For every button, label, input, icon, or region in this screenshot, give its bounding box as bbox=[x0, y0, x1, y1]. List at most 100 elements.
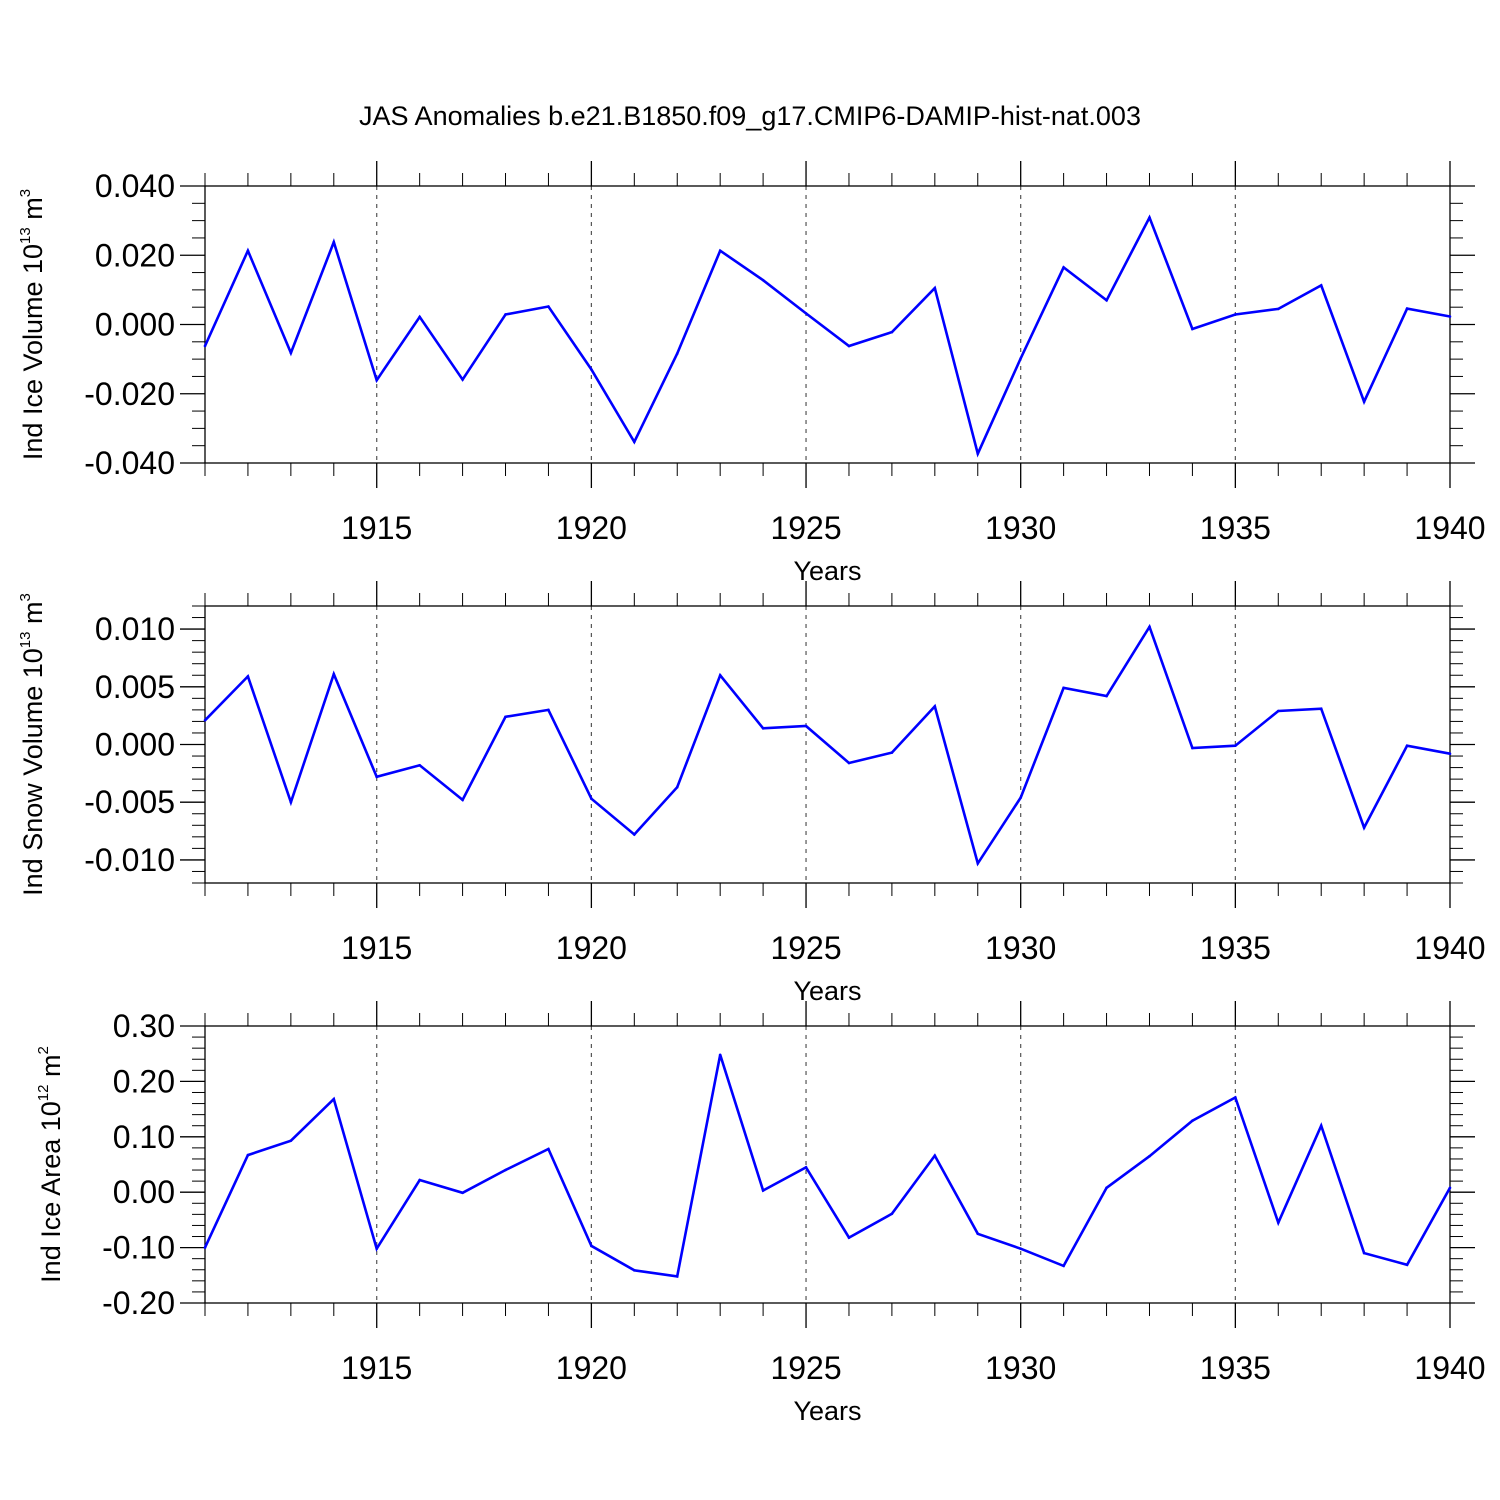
data-point bbox=[1105, 1186, 1108, 1190]
x-tick-label: 1930 bbox=[985, 1350, 1056, 1386]
panel-3: -0.20 -0.10 0.00 0.10 0.20 0.30 1915 1920 1925 19… bbox=[35, 1001, 1486, 1426]
x-tick-label: 1935 bbox=[1200, 1350, 1271, 1386]
data-point bbox=[847, 344, 851, 348]
data-point bbox=[590, 368, 593, 371]
data-point bbox=[590, 1244, 593, 1248]
y-label-unit-exponent: 3 bbox=[17, 189, 34, 197]
y-tick-label: 0.30 bbox=[113, 1008, 175, 1044]
data-point bbox=[203, 1246, 207, 1249]
data-point bbox=[375, 775, 379, 779]
data-point bbox=[590, 797, 593, 801]
data-point bbox=[547, 708, 550, 712]
y-tick-label: -0.020 bbox=[84, 376, 175, 412]
x-tick-label: 1920 bbox=[556, 1350, 627, 1386]
panel-2: -0.010 -0.005 0.000 0.005 0.010 1915 1920 1925 1… bbox=[17, 581, 1486, 1006]
data-point bbox=[1062, 686, 1065, 690]
x-axis-label: Years bbox=[793, 556, 861, 586]
data-point bbox=[675, 352, 679, 355]
y-tick-label: -0.10 bbox=[102, 1230, 175, 1266]
data-point bbox=[1019, 1247, 1022, 1251]
data-point bbox=[1362, 400, 1366, 404]
data-point bbox=[761, 278, 765, 282]
data-point bbox=[289, 351, 293, 355]
x-tick-label: 1920 bbox=[556, 930, 627, 966]
plot-frame bbox=[204, 1025, 1451, 1304]
data-point bbox=[203, 344, 207, 348]
data-point bbox=[718, 673, 722, 677]
y-tick-label: 0.020 bbox=[95, 237, 175, 273]
y-tick-label: 0.10 bbox=[113, 1119, 175, 1155]
data-point bbox=[1191, 746, 1194, 750]
y-label-unit: m bbox=[36, 1055, 66, 1085]
x-tick-label: 1920 bbox=[556, 510, 627, 546]
series-line bbox=[204, 623, 1451, 867]
data-point bbox=[1448, 1186, 1452, 1190]
x-tick-label: 1930 bbox=[985, 510, 1056, 546]
y-label-exponent: 13 bbox=[17, 227, 34, 244]
data-point bbox=[890, 330, 894, 334]
y-tick-label: 0.000 bbox=[95, 307, 175, 343]
data-point bbox=[461, 378, 464, 381]
data-point bbox=[1448, 315, 1452, 318]
x-tick-label: 1940 bbox=[1414, 1350, 1485, 1386]
data-point bbox=[461, 1191, 464, 1195]
data-point bbox=[203, 718, 207, 722]
data-point bbox=[1319, 707, 1323, 711]
data-point bbox=[375, 1247, 379, 1251]
y-label-text: Ind Ice Area 10 bbox=[36, 1101, 66, 1283]
data-point bbox=[1362, 826, 1366, 829]
data-point bbox=[1148, 625, 1151, 629]
data-point bbox=[1062, 266, 1065, 269]
data-point bbox=[504, 1168, 507, 1172]
data-point bbox=[504, 715, 507, 719]
data-point bbox=[976, 1232, 980, 1236]
data-point bbox=[246, 1153, 250, 1157]
data-point bbox=[761, 727, 765, 730]
data-point bbox=[976, 862, 980, 865]
x-tick-label: 1930 bbox=[985, 930, 1056, 966]
y-axis-label: Ind Ice Volume 1013 m3 bbox=[17, 189, 48, 460]
data-point bbox=[332, 240, 336, 244]
y-label-unit: m bbox=[18, 197, 48, 227]
data-point bbox=[332, 1097, 336, 1101]
data-point bbox=[1276, 709, 1280, 713]
data-point bbox=[547, 1147, 550, 1151]
y-tick-label: -0.20 bbox=[102, 1285, 175, 1321]
y-label-exponent: 13 bbox=[17, 631, 34, 648]
data-point bbox=[847, 761, 851, 765]
data-point bbox=[633, 440, 636, 444]
x-tick-label: 1935 bbox=[1200, 930, 1271, 966]
data-point bbox=[1062, 1264, 1065, 1268]
y-tick-label: -0.010 bbox=[84, 842, 175, 878]
data-point bbox=[1148, 216, 1151, 219]
y-label-text: Ind Snow Volume 10 bbox=[18, 648, 48, 896]
x-axis-label: Years bbox=[793, 976, 861, 1006]
data-point bbox=[1105, 694, 1108, 698]
data-point bbox=[1448, 752, 1452, 756]
x-tick-label: 1925 bbox=[770, 930, 841, 966]
data-point bbox=[246, 249, 250, 253]
data-point bbox=[246, 675, 250, 678]
data-point bbox=[1019, 796, 1022, 799]
series-line bbox=[203, 214, 1451, 458]
data-point bbox=[718, 1053, 722, 1057]
x-tick-label: 1915 bbox=[341, 1350, 412, 1386]
data-point bbox=[1019, 357, 1022, 360]
data-point bbox=[1319, 1124, 1323, 1128]
y-tick-label: -0.005 bbox=[84, 784, 175, 820]
data-point bbox=[1276, 1221, 1280, 1224]
data-point bbox=[1234, 744, 1237, 747]
data-point bbox=[976, 452, 980, 455]
y-tick-label: 0.20 bbox=[113, 1063, 175, 1099]
data-point bbox=[1234, 1096, 1237, 1099]
data-point bbox=[375, 378, 379, 382]
data-point bbox=[547, 305, 550, 308]
data-point bbox=[418, 1178, 421, 1182]
y-tick-label: -0.040 bbox=[84, 445, 175, 481]
data-point bbox=[804, 724, 808, 728]
data-point bbox=[1191, 1119, 1194, 1123]
data-point bbox=[1276, 307, 1280, 311]
data-point bbox=[1319, 284, 1323, 287]
data-point bbox=[933, 1154, 937, 1157]
